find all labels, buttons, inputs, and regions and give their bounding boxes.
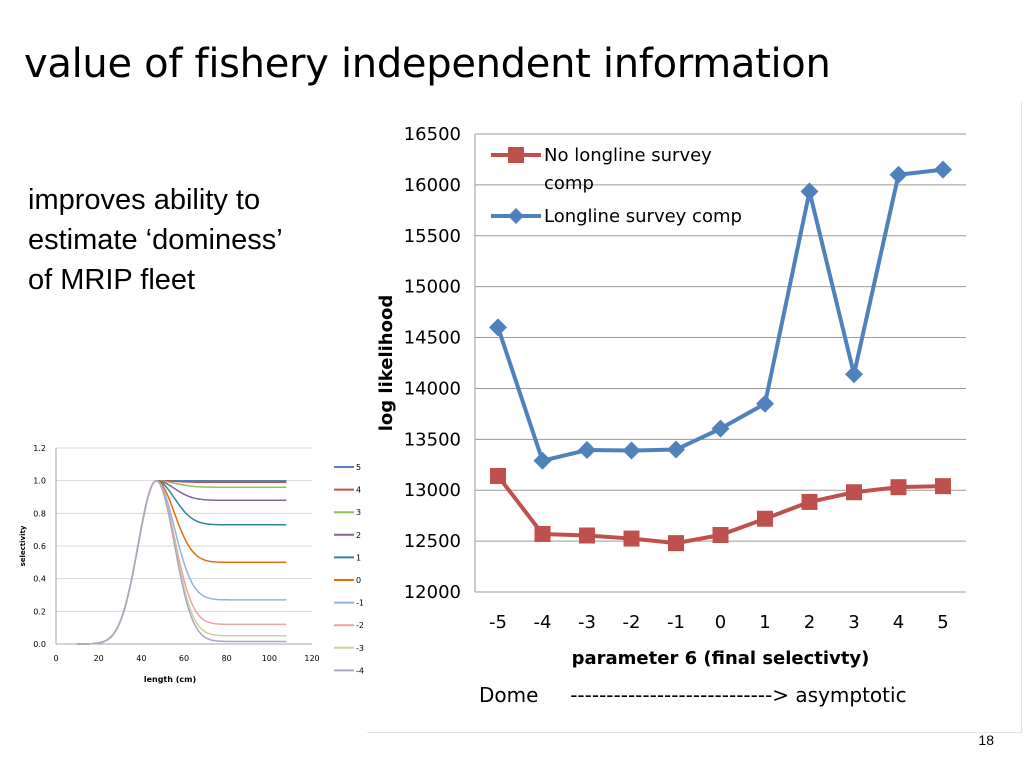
data-point: [935, 478, 951, 495]
data-point: [579, 527, 595, 544]
page-number: 18: [978, 732, 994, 748]
x-tick-label: -4: [534, 612, 552, 633]
x-axis-title: length (cm): [144, 675, 196, 684]
series-line: [77, 479, 287, 645]
log-likelihood-chart-frame: 12000 12500 13000 13500 14000 14500 15000 15500…: [367, 102, 1022, 733]
legend-marker: [508, 208, 524, 224]
y-tick-label: 14500: [404, 328, 461, 349]
legend-label: 3: [356, 508, 361, 517]
y-tick-label: 15500: [404, 226, 461, 247]
x-tick-label: -1: [667, 612, 685, 633]
data-point: [889, 165, 908, 184]
data-point: [757, 510, 773, 527]
data-point: [534, 525, 551, 542]
legend: No longline survey comp Longline survey co…: [491, 145, 742, 227]
data-point: [801, 493, 818, 510]
data-point: [712, 527, 729, 544]
x-tick-label: 1: [759, 612, 770, 633]
log-likelihood-chart: 12000 12500 13000 13500 14000 14500 15000 15500…: [376, 124, 966, 707]
y-tick-label: 0.2: [33, 607, 46, 616]
data-point: [489, 318, 507, 337]
data-point: [800, 182, 819, 201]
x-tick-label: -5: [489, 612, 507, 633]
bullet-line: estimate ‘dominess’: [28, 224, 283, 256]
x-tick-label: 2: [804, 612, 815, 633]
legend-label: 0: [356, 576, 361, 585]
data-point: [890, 479, 907, 496]
y-tick-label: 1.0: [33, 477, 46, 486]
y-axis-title: log likelihood: [376, 295, 397, 432]
x-tick-label: 40: [136, 654, 146, 663]
y-tick-label: 16500: [404, 124, 461, 145]
selectivity-chart: 0.00.20.40.60.81.01.20 20 40 60 80 100 120sele…: [19, 444, 364, 684]
data-point: [667, 440, 685, 459]
legend-marker: [508, 147, 524, 163]
x-tick-label: 100: [262, 654, 277, 663]
y-tick-label: 13000: [404, 480, 461, 501]
bullet-line: improves ability to: [28, 184, 261, 216]
x-tick-label: 4: [893, 612, 904, 633]
x-tick-label: 60: [179, 654, 189, 663]
legend-label: comp: [544, 173, 594, 194]
legend-label: 4: [356, 486, 361, 495]
legend-label: Longline survey comp: [544, 206, 742, 227]
legend-label: 1: [356, 553, 361, 562]
x-tick-label: 5: [937, 612, 948, 633]
x-tick-label: -2: [623, 612, 641, 633]
legend-label: -1: [356, 599, 364, 608]
data-point: [668, 535, 684, 552]
x-tick-label: 120: [304, 654, 319, 663]
legend-label: -2: [356, 621, 364, 630]
data-point: [845, 365, 863, 384]
legend-label: 2: [356, 531, 361, 540]
y-tick-label: 0.4: [33, 575, 46, 584]
series-line: [77, 479, 287, 645]
x-tick-label: -3: [578, 612, 596, 633]
y-tick-label: 0.0: [33, 640, 46, 649]
y-tick-label: 15000: [404, 277, 461, 298]
y-tick-label: 1.2: [33, 444, 46, 453]
data-point: [533, 451, 552, 470]
legend-label: 5: [356, 463, 361, 472]
data-point: [934, 160, 952, 179]
data-point: [622, 441, 641, 460]
data-point: [490, 467, 506, 484]
bullet-text: improves ability to estimate ‘dominess’ …: [28, 180, 348, 300]
data-point: [756, 394, 774, 413]
legend-label: -4: [356, 666, 364, 675]
bullet-line: of MRIP fleet: [28, 264, 196, 296]
data-point: [846, 484, 862, 501]
y-tick-label: 12500: [404, 531, 461, 552]
y-tick-label: 14000: [404, 378, 461, 399]
y-tick-label: 16000: [404, 175, 461, 196]
y-tick-label: 0.8: [33, 509, 46, 518]
x-tick-label: 3: [848, 612, 859, 633]
x-tick-label: 0: [715, 612, 726, 633]
legend-label: -3: [356, 644, 364, 653]
x-tick-label: 20: [94, 654, 104, 663]
x-axis-title: parameter 6 (final selectivty): [572, 648, 870, 669]
direction-caption: Dome ----------------------------> asymp…: [479, 683, 907, 707]
y-axis-title: selectivity: [19, 525, 27, 566]
x-tick-label: 80: [222, 654, 232, 663]
x-tick-label: 0: [53, 654, 58, 663]
y-tick-label: 12000: [404, 582, 461, 603]
y-tick-label: 13500: [404, 429, 461, 450]
data-point: [711, 419, 730, 438]
legend-label: No longline survey: [544, 145, 712, 166]
slide-title: value of fishery independent information: [24, 41, 831, 87]
y-tick-label: 0.6: [33, 542, 46, 551]
data-point: [623, 530, 640, 547]
data-point: [578, 441, 596, 460]
